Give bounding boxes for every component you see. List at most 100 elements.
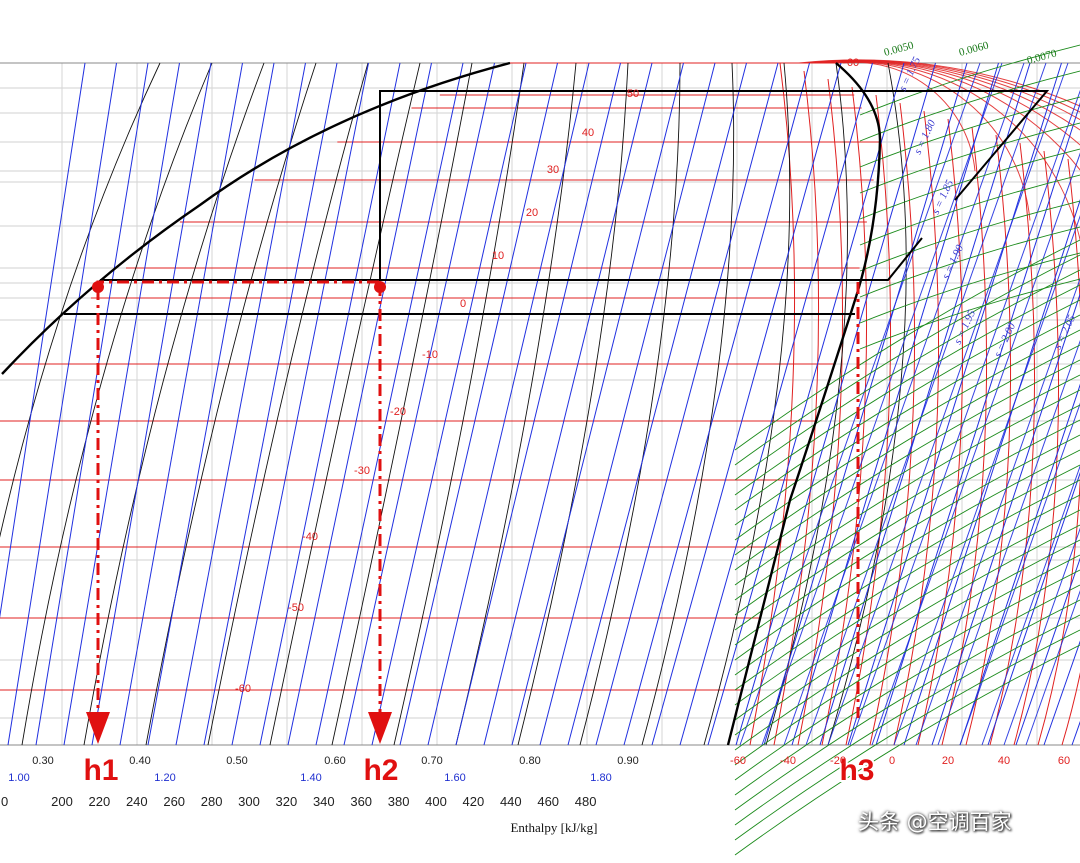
isochore-line (734, 239, 1080, 451)
isochore-line (859, 252, 1080, 324)
temperature-tick-label: 40 (998, 755, 1010, 767)
enthalpy-marker-label-h1: h1 (83, 754, 118, 787)
isentrope-line (287, 62, 432, 746)
enthalpy-tick-label: 320 (276, 794, 298, 809)
enthalpy-tick-label: 380 (388, 794, 410, 809)
isentrope-line (203, 62, 338, 746)
entropy-tick-label: 1.20 (154, 772, 175, 784)
isotherm-vapor-line (941, 126, 988, 746)
enthalpy-tick-label: 300 (238, 794, 260, 809)
isochore-line (859, 278, 1080, 350)
isochore-line (734, 419, 1080, 631)
enthalpy-tick-label: 440 (500, 794, 522, 809)
isentrope-line (343, 62, 495, 746)
enthalpy-marker-label-h2: h2 (363, 754, 398, 787)
temperature-tick-label: -20 (830, 755, 846, 767)
isotherm-lines (0, 59, 1080, 746)
quality-line (641, 62, 735, 746)
isentrope-vapor-line (959, 402, 1080, 746)
isentrope-line (35, 62, 149, 746)
isentrope-vapor-line (937, 339, 1080, 746)
quality-tick-label: 0.30 (32, 755, 53, 767)
quality-line (21, 62, 213, 746)
isotherm-label: 20 (526, 207, 538, 219)
isochore-label: 0.0050 (883, 39, 916, 59)
enthalpy-tick-label: 240 (126, 794, 148, 809)
isochore-line (859, 226, 1080, 298)
enthalpy-tick-label: 360 (350, 794, 372, 809)
isochore-line (734, 404, 1080, 616)
isentrope-line (987, 471, 1080, 746)
isentrope-line (623, 62, 810, 746)
isochore-line (734, 644, 1080, 856)
quality-line (393, 62, 525, 746)
isentrope-line (567, 62, 747, 746)
isentrope-vapor-line (761, 62, 1003, 746)
isochore-line (734, 599, 1080, 811)
enthalpy-tick-label: 260 (163, 794, 185, 809)
isotherm-vapor-line (749, 62, 796, 746)
isotherm-vapor-line (1013, 150, 1060, 746)
temperature-tick-label: 60 (1058, 755, 1070, 767)
isochore-line (859, 122, 1080, 194)
isentrope-line (735, 62, 936, 746)
entropy-tick-label: 1.60 (444, 772, 465, 784)
isochore-line (734, 254, 1080, 466)
isotherm-label: -40 (302, 531, 318, 543)
enthalpy-tick-label: 200 (51, 794, 73, 809)
isentrope-line (679, 62, 873, 746)
isotherm-vapor-line (797, 78, 844, 746)
isentrope-line (847, 62, 1062, 746)
enthalpy-tick-label: 340 (313, 794, 335, 809)
isochore-line (734, 509, 1080, 721)
isentrope-line (175, 62, 306, 746)
enthalpy-markers: h1 h2 h3 (81, 280, 877, 789)
isentrope-vapor-line (739, 62, 981, 746)
isochore-line (734, 389, 1080, 601)
isentrope-line (539, 62, 716, 746)
enthalpy-marker-label-h3: h3 (839, 754, 874, 787)
quality-line (517, 62, 629, 746)
isotherm-label: 50 (627, 88, 639, 100)
isotherm-vapor-line (1037, 158, 1080, 746)
refrigeration-cycle (64, 90, 1050, 315)
isotherm-arc (798, 59, 1080, 107)
temperature-tick-label: -60 (730, 755, 746, 767)
enthalpy-tick-label: 400 (425, 794, 447, 809)
isentrope-line (791, 62, 999, 746)
isotherm-vapor-line (989, 142, 1036, 746)
isochore-line (734, 359, 1080, 571)
isentrope-vapor-line (805, 62, 1047, 746)
isentrope-line (91, 62, 212, 746)
isentrope-line (147, 62, 275, 746)
isentrope-line (119, 62, 243, 746)
quality-line (269, 62, 421, 746)
isochore-line (734, 329, 1080, 541)
saturated-liquid-line (1, 61, 511, 375)
isentrope-line (1015, 557, 1080, 746)
quality-line (455, 62, 577, 746)
isochore-label: 0.0060 (958, 39, 991, 59)
isochore-line (734, 284, 1080, 496)
isentrope-line (427, 62, 590, 746)
quality-line (331, 62, 473, 746)
x-axis: 0.30 0.40 0.50 0.60 0.70 0.80 0.90 1.00 1.20 1.40… (1, 755, 1070, 809)
isentrope-line (819, 62, 1031, 746)
isochore-line (734, 449, 1080, 661)
isotherm-label: 40 (582, 127, 594, 139)
enthalpy-tick-label: 480 (575, 794, 597, 809)
isentrope-label: s = 2.05 (1052, 313, 1078, 352)
isentrope-label: s = 1.85 (930, 178, 956, 217)
isentrope-line (483, 62, 653, 746)
enthalpy-tick-label: 420 (463, 794, 485, 809)
isochore-line (734, 539, 1080, 751)
isentrope-vapor-line (1003, 527, 1080, 746)
isentrope-line (651, 62, 842, 746)
quality-line (0, 62, 161, 538)
isotherm-vapor-line (821, 86, 868, 746)
isentrope-label: s = 1.80 (912, 118, 938, 157)
isentrope-line (231, 62, 369, 746)
isotherm-vapor-line (917, 118, 964, 746)
isotherm-vapor-line (845, 94, 892, 746)
isotherm-label: -30 (354, 465, 370, 477)
